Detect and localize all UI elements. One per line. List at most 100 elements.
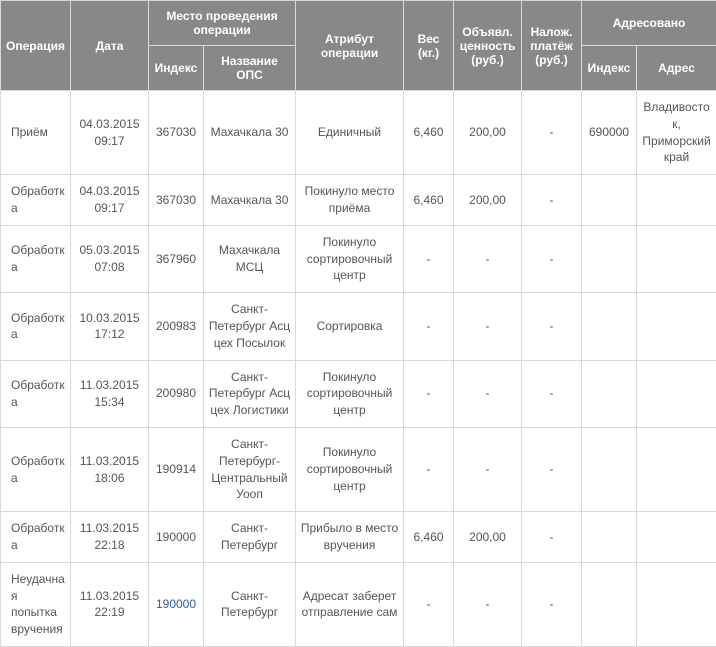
cell-addr-index [582, 175, 637, 226]
cell-weight: - [404, 360, 454, 427]
cell-date: 05.03.2015 07:08 [71, 225, 149, 292]
cell-attribute: Адресат заберет отправление сам [296, 562, 404, 646]
cell-cod: - [522, 175, 582, 226]
header-date: Дата [71, 1, 149, 91]
cell-weight: 6,460 [404, 91, 454, 175]
header-addressed: Адресовано [582, 1, 716, 46]
cell-operation: Обработка [1, 225, 71, 292]
cell-ops-name: Санкт-Петербург Асц цех Логистики [204, 360, 296, 427]
cell-date: 11.03.2015 15:34 [71, 360, 149, 427]
cell-cod: - [522, 427, 582, 511]
cell-addr-index [582, 427, 637, 511]
header-index: Индекс [149, 46, 204, 91]
cell-weight: - [404, 427, 454, 511]
cell-index: 367030 [149, 91, 204, 175]
cell-date: 04.03.2015 09:17 [71, 91, 149, 175]
cell-declared-value: 200,00 [454, 175, 522, 226]
cell-address [637, 562, 716, 646]
cell-ops-name: Махачкала 30 [204, 91, 296, 175]
cell-addr-index [582, 360, 637, 427]
cell-date: 11.03.2015 18:06 [71, 427, 149, 511]
table-row: Обработка10.03.2015 17:12200983Санкт-Пет… [1, 293, 716, 360]
cell-declared-value: - [454, 225, 522, 292]
cell-weight: 6,460 [404, 512, 454, 563]
cell-ops-name: Санкт-Петербург Асц цех Посылок [204, 293, 296, 360]
cell-attribute: Сортировка [296, 293, 404, 360]
cell-cod: - [522, 512, 582, 563]
cell-cod: - [522, 225, 582, 292]
cell-address [637, 175, 716, 226]
table-row: Приём04.03.2015 09:17367030Махачкала 30Е… [1, 91, 716, 175]
table-row: Обработка05.03.2015 07:08367960Махачкала… [1, 225, 716, 292]
header-cod: Налож. платёж (руб.) [522, 1, 582, 91]
cell-weight: - [404, 225, 454, 292]
header-addr-index: Индекс [582, 46, 637, 91]
cell-address [637, 360, 716, 427]
cell-ops-name: Санкт-Петербург-Центральный Уооп [204, 427, 296, 511]
header-weight: Вес (кг.) [404, 1, 454, 91]
cell-attribute: Покинуло место приёма [296, 175, 404, 226]
cell-ops-name: Махачкала МСЦ [204, 225, 296, 292]
cell-address [637, 427, 716, 511]
cell-cod: - [522, 360, 582, 427]
cell-address: Владивосток, Приморский край [637, 91, 716, 175]
header-address: Адрес [637, 46, 716, 91]
cell-ops-name: Санкт-Петербург [204, 562, 296, 646]
cell-attribute: Покинуло сортировочный центр [296, 360, 404, 427]
cell-addr-index [582, 293, 637, 360]
cell-index: 190000 [149, 512, 204, 563]
cell-attribute: Прибыло в место вручения [296, 512, 404, 563]
cell-declared-value: 200,00 [454, 512, 522, 563]
header-operation: Операция [1, 1, 71, 91]
cell-declared-value: - [454, 360, 522, 427]
cell-operation: Обработка [1, 512, 71, 563]
cell-ops-name: Санкт-Петербург [204, 512, 296, 563]
header-declared-value: Объявл. ценность (руб.) [454, 1, 522, 91]
cell-date: 10.03.2015 17:12 [71, 293, 149, 360]
cell-index: 200980 [149, 360, 204, 427]
cell-weight: - [404, 562, 454, 646]
table-body: Приём04.03.2015 09:17367030Махачкала 30Е… [1, 91, 716, 647]
cell-index: 200983 [149, 293, 204, 360]
table-row: Обработка11.03.2015 15:34200980Санкт-Пет… [1, 360, 716, 427]
cell-cod: - [522, 91, 582, 175]
cell-date: 11.03.2015 22:19 [71, 562, 149, 646]
cell-addr-index [582, 512, 637, 563]
cell-date: 04.03.2015 09:17 [71, 175, 149, 226]
cell-index[interactable]: 190000 [149, 562, 204, 646]
cell-operation: Обработка [1, 427, 71, 511]
cell-address [637, 512, 716, 563]
cell-index: 190914 [149, 427, 204, 511]
cell-ops-name: Махачкала 30 [204, 175, 296, 226]
cell-declared-value: - [454, 562, 522, 646]
cell-operation: Обработка [1, 175, 71, 226]
cell-attribute: Покинуло сортировочный центр [296, 225, 404, 292]
cell-addr-index: 690000 [582, 91, 637, 175]
cell-attribute: Покинуло сортировочный центр [296, 427, 404, 511]
cell-declared-value: - [454, 427, 522, 511]
cell-operation: Обработка [1, 293, 71, 360]
cell-index: 367030 [149, 175, 204, 226]
cell-attribute: Единичный [296, 91, 404, 175]
cell-declared-value: 200,00 [454, 91, 522, 175]
tracking-table: Операция Дата Место проведения операции … [0, 0, 716, 647]
table-row: Обработка11.03.2015 18:06190914Санкт-Пет… [1, 427, 716, 511]
cell-weight: - [404, 293, 454, 360]
cell-operation: Неудачная попытка вручения [1, 562, 71, 646]
cell-cod: - [522, 562, 582, 646]
cell-address [637, 225, 716, 292]
cell-cod: - [522, 293, 582, 360]
header-ops-name: Название ОПС [204, 46, 296, 91]
table-header: Операция Дата Место проведения операции … [1, 1, 716, 91]
table-row: Неудачная попытка вручения11.03.2015 22:… [1, 562, 716, 646]
cell-index: 367960 [149, 225, 204, 292]
header-attribute: Атрибут операции [296, 1, 404, 91]
cell-operation: Обработка [1, 360, 71, 427]
cell-address [637, 293, 716, 360]
cell-date: 11.03.2015 22:18 [71, 512, 149, 563]
header-location: Место проведения операции [149, 1, 296, 46]
table-row: Обработка04.03.2015 09:17367030Махачкала… [1, 175, 716, 226]
table-row: Обработка11.03.2015 22:18190000Санкт-Пет… [1, 512, 716, 563]
cell-operation: Приём [1, 91, 71, 175]
cell-weight: 6,460 [404, 175, 454, 226]
